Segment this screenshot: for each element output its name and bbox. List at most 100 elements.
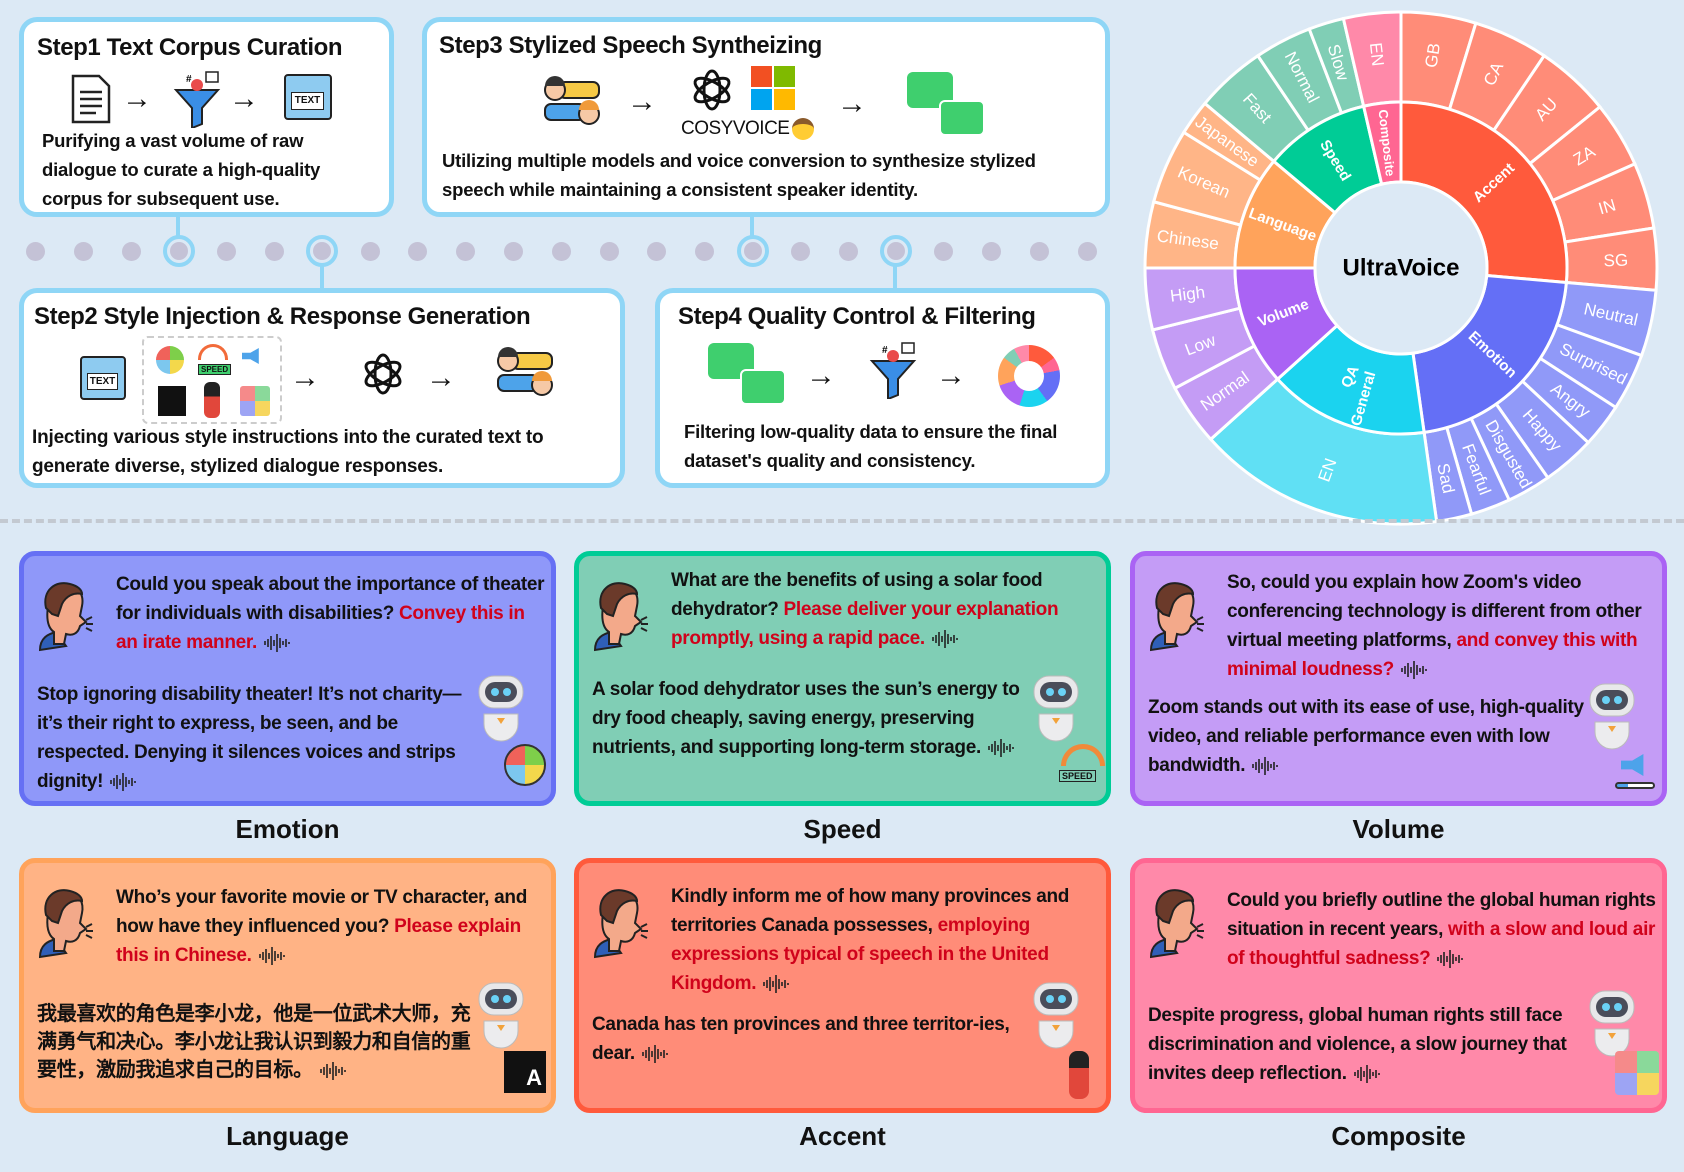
cowboy-emoji-icon	[792, 118, 814, 140]
translate-icon: A	[504, 1051, 546, 1093]
assistant-response: A solar food dehydrator uses the sun’s e…	[592, 675, 1032, 762]
arrow-icon: →	[229, 82, 259, 115]
response-text: A solar food dehydrator uses the sun’s e…	[592, 679, 1020, 758]
assistant-response: Zoom stands out with its ease of use, hi…	[1148, 693, 1588, 780]
user-speaking-icon	[589, 887, 651, 964]
style-instruction: Convey this in an irate manner.	[116, 603, 525, 653]
audio-waveform-icon	[258, 946, 285, 965]
timeline-step-node	[162, 235, 195, 267]
robot-assistant-icon	[1029, 674, 1083, 747]
response-text: Canada has ten provinces and three terri…	[592, 1014, 1010, 1064]
example-panel-language: Who’s your favorite movie or TV characte…	[19, 858, 556, 1113]
arrow-icon: →	[426, 361, 456, 394]
speaker-volume-icon	[242, 348, 259, 364]
audio-waveform-icon	[1252, 756, 1279, 775]
royal-guard-icon	[1059, 1051, 1089, 1099]
timeline-dot	[647, 241, 667, 261]
connector	[320, 263, 324, 288]
timeline-dot	[265, 241, 284, 261]
audio-waveform-icon	[988, 738, 1014, 757]
audio-waveform-icon	[1401, 660, 1427, 679]
connector	[176, 217, 180, 239]
translate-icon	[158, 386, 186, 416]
speech-audio-bubbles-icon	[708, 343, 788, 408]
robot-assistant-icon	[1585, 682, 1639, 755]
example-panel-speed: What are the benefits of using a solar f…	[574, 551, 1111, 806]
response-text: Despite progress, global human rights st…	[1148, 1005, 1567, 1084]
timeline-dot	[790, 241, 810, 261]
user-speaking-icon	[589, 580, 651, 657]
timeline-dot	[838, 241, 858, 261]
audio-waveform-icon	[264, 633, 290, 652]
example-panel-volume: So, could you explain how Zoom's video c…	[1130, 551, 1667, 806]
category-label-composite: Composite	[1331, 1121, 1466, 1151]
speed-tag: SPEED	[198, 364, 232, 375]
arrow-icon: →	[806, 359, 836, 392]
folder-label: TEXT	[291, 92, 324, 110]
sunburst-label: High	[1169, 283, 1206, 306]
filter-funnel-icon: #	[173, 71, 221, 128]
assistant-response: Canada has ten provinces and three terri…	[592, 1010, 1032, 1068]
sunburst-center-title: UltraVoice	[1343, 255, 1460, 282]
user-question: So, could you explain how Zoom's video c…	[1227, 568, 1657, 684]
audio-waveform-icon	[642, 1044, 668, 1063]
puzzle-icon	[240, 386, 270, 416]
example-panel-composite: Could you briefly outline the global hum…	[1130, 858, 1667, 1113]
style-instruction: employing expressions typical of speech …	[671, 915, 1049, 994]
speedometer-icon: SPEED	[1059, 744, 1105, 784]
speed-tag: SPEED	[1059, 770, 1096, 782]
user-question: Could you speak about the importance of …	[116, 570, 546, 657]
sunburst-label: SG	[1603, 251, 1628, 271]
timeline-dot	[695, 241, 715, 261]
timeline-dot	[456, 241, 476, 261]
step4-title: Step4 Quality Control & Filtering	[678, 303, 1036, 330]
timeline-step-node	[736, 235, 769, 267]
user-question: Who’s your favorite movie or TV characte…	[116, 883, 546, 970]
timeline-dot	[408, 241, 428, 261]
category-label-accent: Accent	[799, 1121, 886, 1151]
category-label-language: Language	[226, 1121, 349, 1151]
sunburst-label: GB	[1422, 42, 1444, 69]
style-instruction: Please deliver your explanation promptly…	[671, 599, 1059, 649]
timeline-dot	[934, 241, 954, 261]
dataset-donut-icon	[998, 345, 1060, 407]
step1-title: Step1 Text Corpus Curation	[37, 34, 343, 61]
openai-logo-icon	[693, 69, 731, 111]
user-speaking-icon	[1145, 887, 1207, 964]
timeline-dot	[73, 241, 93, 261]
step3-title: Step3 Stylized Speech Syntheizing	[439, 32, 822, 59]
timeline-dot	[982, 241, 1001, 261]
step2-description: Injecting various style instructions int…	[32, 427, 544, 477]
audio-waveform-icon	[1353, 1064, 1380, 1083]
royal-guard-icon	[204, 382, 220, 418]
audio-waveform-icon	[320, 1061, 346, 1080]
step1-description: Purifying a vast volume of raw dialogue …	[42, 130, 321, 209]
style-instruction: with a slow and loud air of thoughtful s…	[1227, 919, 1656, 969]
audio-waveform-icon	[1437, 949, 1464, 968]
user-speaking-icon	[34, 580, 96, 657]
microsoft-logo-icon	[751, 66, 795, 110]
timeline-step-node	[879, 235, 912, 267]
text-folder-icon: TEXT	[80, 356, 126, 400]
step4-description: Filtering low-quality data to ensure the…	[684, 421, 1058, 471]
connector	[750, 217, 754, 239]
puzzle-icon	[1615, 1051, 1659, 1095]
filter-funnel-icon: #	[869, 342, 917, 399]
timeline-dot	[360, 241, 380, 261]
question-text: What are the benefits of using a solar f…	[671, 570, 1043, 620]
user-speaking-icon	[1145, 580, 1207, 657]
cosyvoice-label: COSYVOICE	[681, 118, 790, 139]
assistant-response: Stop ignoring disability theater! It’s n…	[37, 680, 477, 796]
example-panel-accent: Kindly inform me of how many provinces a…	[574, 858, 1111, 1113]
arrow-icon: →	[936, 359, 966, 392]
robot-assistant-icon	[474, 674, 528, 747]
timeline-dot	[121, 241, 141, 261]
response-text: 我最喜欢的角色是李小龙，他是一位武术大师，充满勇气和决心。李小龙让我认识到毅力和…	[37, 1003, 471, 1081]
category-label-speed: Speed	[803, 814, 882, 844]
speedometer-icon	[198, 344, 228, 360]
category-label-volume: Volume	[1352, 814, 1445, 844]
response-text: Zoom stands out with its ease of use, hi…	[1148, 697, 1584, 776]
step1-box: Step1 Text Corpus Curation → # → TEXT Pu…	[19, 17, 394, 217]
user-speaking-icon	[34, 887, 96, 964]
step3-box: Step3 Stylized Speech Syntheizing → COSY…	[422, 17, 1110, 217]
